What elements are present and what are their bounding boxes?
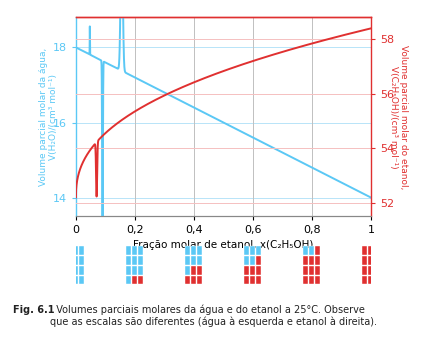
Bar [244, 246, 250, 255]
Bar [303, 266, 309, 275]
Bar [191, 256, 196, 265]
Bar [126, 266, 132, 275]
Bar [374, 256, 379, 265]
Bar [256, 246, 261, 255]
Y-axis label: Volume parcial molar do etanol,
V(C₂H₅OH)/(cm³ mol⁻¹): Volume parcial molar do etanol, V(C₂H₅OH… [389, 45, 408, 189]
Bar [244, 276, 250, 284]
Bar [303, 276, 309, 284]
Bar [256, 256, 261, 265]
Bar [256, 266, 261, 275]
Bar [185, 276, 191, 284]
Bar [138, 266, 143, 275]
Bar [185, 256, 191, 265]
Bar [374, 246, 379, 255]
Bar [185, 246, 191, 255]
Bar [315, 276, 320, 284]
Bar [368, 266, 373, 275]
Bar [362, 246, 368, 255]
Bar [374, 276, 379, 284]
Bar [256, 276, 261, 284]
Bar [79, 276, 84, 284]
Text: Fig. 6.1: Fig. 6.1 [13, 304, 55, 314]
Y-axis label: Volume parcial molar da água,
V(H₂O)/(cm³ mol⁻¹): Volume parcial molar da água, V(H₂O)/(cm… [39, 48, 58, 186]
Bar [244, 256, 250, 265]
Bar [132, 246, 137, 255]
Bar [79, 266, 84, 275]
Bar [309, 266, 314, 275]
Bar [132, 266, 137, 275]
Bar [250, 246, 255, 255]
Bar [67, 256, 72, 265]
Bar [197, 256, 202, 265]
Bar [132, 276, 137, 284]
Bar [197, 276, 202, 284]
Bar [315, 266, 320, 275]
Bar [126, 276, 132, 284]
Bar [191, 246, 196, 255]
Bar [73, 276, 78, 284]
Bar [362, 256, 368, 265]
Bar [132, 256, 137, 265]
Bar [185, 266, 191, 275]
X-axis label: Fração molar de etanol, x(C₂H₅OH): Fração molar de etanol, x(C₂H₅OH) [133, 239, 314, 250]
Bar [244, 266, 250, 275]
Bar [315, 256, 320, 265]
Bar [374, 266, 379, 275]
Bar [368, 276, 373, 284]
Bar [138, 276, 143, 284]
Bar [250, 276, 255, 284]
Bar [250, 266, 255, 275]
Bar [73, 246, 78, 255]
Bar [309, 246, 314, 255]
Bar [303, 256, 309, 265]
Bar [67, 266, 72, 275]
Bar [303, 246, 309, 255]
Bar [197, 266, 202, 275]
Bar [67, 276, 72, 284]
Bar [368, 256, 373, 265]
Bar [197, 246, 202, 255]
Bar [309, 276, 314, 284]
Bar [309, 256, 314, 265]
Text: Volumes parciais molares da água e do etanol a 25°C. Observe
que as escalas são : Volumes parciais molares da água e do et… [50, 304, 377, 327]
Bar [73, 256, 78, 265]
Bar [79, 246, 84, 255]
Bar [73, 266, 78, 275]
Bar [79, 256, 84, 265]
Bar [191, 266, 196, 275]
Bar [138, 246, 143, 255]
Bar [126, 256, 132, 265]
Bar [362, 276, 368, 284]
Bar [315, 246, 320, 255]
Bar [126, 246, 132, 255]
Bar [67, 246, 72, 255]
Bar [191, 276, 196, 284]
Bar [138, 256, 143, 265]
Bar [362, 266, 368, 275]
Bar [250, 256, 255, 265]
Bar [368, 246, 373, 255]
